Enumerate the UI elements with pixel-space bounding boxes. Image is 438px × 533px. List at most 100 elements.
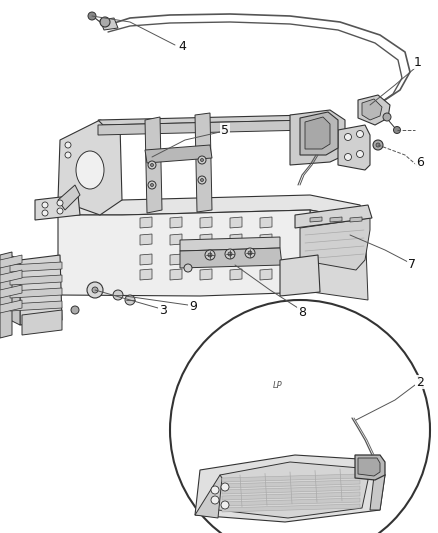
Polygon shape: [230, 234, 242, 245]
Circle shape: [71, 306, 79, 314]
Polygon shape: [58, 195, 365, 220]
Circle shape: [42, 202, 48, 208]
Polygon shape: [200, 254, 212, 265]
Polygon shape: [58, 185, 80, 210]
Polygon shape: [100, 18, 118, 30]
Text: 9: 9: [189, 301, 197, 313]
Circle shape: [205, 250, 215, 260]
Polygon shape: [300, 218, 370, 270]
Circle shape: [373, 140, 383, 150]
Polygon shape: [280, 255, 320, 296]
Polygon shape: [98, 115, 315, 125]
Polygon shape: [180, 237, 280, 251]
Circle shape: [201, 179, 204, 182]
Polygon shape: [145, 117, 162, 213]
Circle shape: [151, 183, 153, 187]
Circle shape: [184, 264, 192, 272]
Circle shape: [211, 496, 219, 504]
Text: 7: 7: [408, 257, 416, 271]
Circle shape: [113, 290, 123, 300]
Polygon shape: [338, 125, 370, 170]
Circle shape: [357, 131, 364, 138]
Circle shape: [87, 282, 103, 298]
Polygon shape: [140, 254, 152, 265]
Polygon shape: [305, 117, 330, 149]
Polygon shape: [0, 285, 22, 298]
Polygon shape: [260, 217, 272, 228]
Polygon shape: [195, 113, 212, 212]
Polygon shape: [35, 195, 80, 220]
Text: 5: 5: [221, 124, 229, 136]
Circle shape: [65, 152, 71, 158]
Polygon shape: [170, 234, 182, 245]
Ellipse shape: [76, 151, 104, 189]
Polygon shape: [222, 498, 360, 506]
Polygon shape: [260, 269, 272, 280]
Polygon shape: [362, 99, 382, 120]
Polygon shape: [350, 217, 362, 222]
Polygon shape: [140, 234, 152, 245]
Circle shape: [148, 161, 156, 169]
Polygon shape: [222, 504, 360, 512]
Circle shape: [357, 150, 364, 157]
Polygon shape: [358, 95, 390, 125]
Polygon shape: [10, 262, 62, 272]
Polygon shape: [310, 217, 322, 222]
Circle shape: [221, 501, 229, 509]
Polygon shape: [230, 269, 242, 280]
Polygon shape: [0, 270, 22, 283]
Polygon shape: [222, 492, 360, 500]
Polygon shape: [218, 462, 368, 518]
Polygon shape: [300, 112, 338, 155]
Circle shape: [170, 300, 430, 533]
Polygon shape: [22, 310, 62, 335]
Circle shape: [57, 208, 63, 214]
Circle shape: [198, 176, 206, 184]
Circle shape: [383, 113, 391, 121]
Polygon shape: [222, 480, 360, 488]
Polygon shape: [0, 252, 12, 338]
Circle shape: [57, 200, 63, 206]
Text: 6: 6: [416, 156, 424, 168]
Circle shape: [201, 158, 204, 161]
Polygon shape: [355, 455, 385, 480]
Polygon shape: [260, 254, 272, 265]
Circle shape: [345, 133, 352, 141]
Circle shape: [376, 143, 380, 147]
Polygon shape: [10, 288, 62, 298]
Polygon shape: [145, 145, 212, 163]
Polygon shape: [295, 205, 372, 228]
Text: LP: LP: [273, 381, 283, 390]
Circle shape: [198, 156, 206, 164]
Circle shape: [211, 486, 219, 494]
Polygon shape: [200, 269, 212, 280]
Text: 4: 4: [178, 41, 186, 53]
Polygon shape: [58, 120, 122, 215]
Circle shape: [208, 253, 212, 257]
Polygon shape: [140, 269, 152, 280]
Polygon shape: [0, 300, 22, 313]
Circle shape: [148, 181, 156, 189]
Polygon shape: [260, 234, 272, 245]
Polygon shape: [290, 110, 345, 165]
Circle shape: [100, 17, 110, 27]
Circle shape: [345, 154, 352, 160]
Circle shape: [65, 142, 71, 148]
Polygon shape: [10, 301, 62, 311]
Text: 1: 1: [414, 55, 422, 69]
Polygon shape: [195, 475, 222, 518]
Polygon shape: [0, 255, 22, 268]
Polygon shape: [140, 217, 152, 228]
Circle shape: [92, 287, 98, 293]
Polygon shape: [170, 254, 182, 265]
Circle shape: [88, 12, 96, 20]
Text: 3: 3: [159, 303, 167, 317]
Polygon shape: [230, 254, 242, 265]
Polygon shape: [366, 460, 385, 510]
Polygon shape: [200, 217, 212, 228]
Polygon shape: [200, 234, 212, 245]
Polygon shape: [180, 248, 282, 268]
Polygon shape: [170, 217, 182, 228]
Circle shape: [225, 249, 235, 259]
Polygon shape: [230, 217, 242, 228]
